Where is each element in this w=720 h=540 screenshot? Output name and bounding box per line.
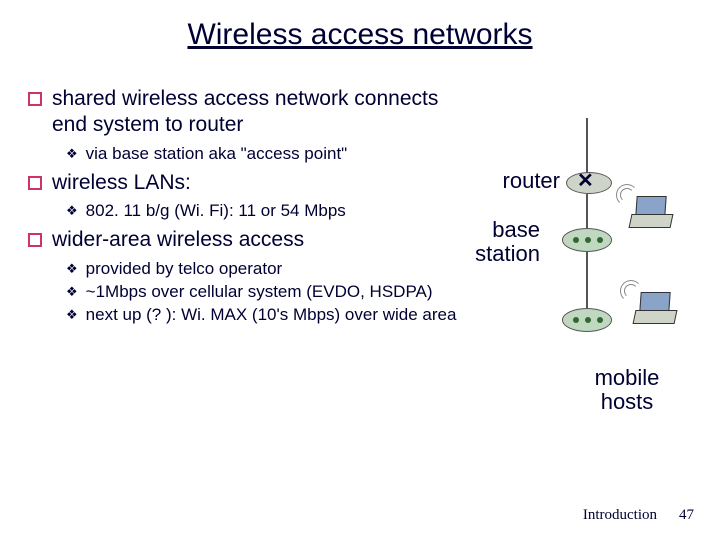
content-area: shared wireless access network connects … — [28, 86, 458, 327]
wire-icon — [586, 194, 588, 230]
base-station-label: base station — [440, 218, 540, 266]
footer-page-number: 47 — [679, 507, 694, 524]
bullet-wider: wider-area wireless access — [28, 227, 458, 253]
wire-icon — [586, 118, 588, 174]
laptop-icon — [634, 292, 676, 326]
sub-bullet-text: next up (? ): Wi. MAX (10's Mbps) over w… — [86, 304, 457, 325]
slide-title: Wireless access networks — [0, 0, 720, 60]
square-bullet-icon — [28, 92, 42, 106]
bullet-wlan: wireless LANs: — [28, 170, 458, 196]
sub-bullet: ❖ next up (? ): Wi. MAX (10's Mbps) over… — [66, 304, 458, 325]
laptop-icon — [630, 196, 672, 230]
diamond-bullet-icon: ❖ — [66, 146, 78, 162]
radio-wave-icon — [620, 280, 642, 302]
bullet-wlan-text: wireless LANs: — [52, 170, 191, 196]
access-point-icon — [562, 228, 612, 252]
wire-icon — [586, 252, 588, 310]
square-bullet-icon — [28, 233, 42, 247]
mobile-hosts-label: mobile hosts — [572, 366, 682, 414]
diamond-bullet-icon: ❖ — [66, 307, 78, 323]
sub-bullet-text: provided by telco operator — [86, 258, 283, 279]
bullet-shared-text: shared wireless access network connects … — [52, 86, 458, 139]
diamond-bullet-icon: ❖ — [66, 261, 78, 277]
sub-bullet-text: ~1Mbps over cellular system (EVDO, HSDPA… — [86, 281, 433, 302]
router-label: router — [464, 168, 560, 194]
sub-bullet: ❖ via base station aka "access point" — [66, 143, 458, 164]
sub-bullet-text: 802. 11 b/g (Wi. Fi): 11 or 54 Mbps — [86, 200, 346, 221]
diamond-bullet-icon: ❖ — [66, 284, 78, 300]
bullet-wider-text: wider-area wireless access — [52, 227, 304, 253]
slide-footer: Introduction 47 — [583, 507, 694, 524]
network-diagram: router base station mobile hosts ✕ — [460, 110, 710, 470]
bullet-shared: shared wireless access network connects … — [28, 86, 458, 139]
diamond-bullet-icon: ❖ — [66, 203, 78, 219]
radio-wave-icon — [616, 184, 638, 206]
sub-bullet: ❖ 802. 11 b/g (Wi. Fi): 11 or 54 Mbps — [66, 200, 458, 221]
sub-bullet: ❖ ~1Mbps over cellular system (EVDO, HSD… — [66, 281, 458, 302]
router-x-icon: ✕ — [577, 168, 594, 193]
access-point-icon — [562, 308, 612, 332]
square-bullet-icon — [28, 176, 42, 190]
footer-section: Introduction — [583, 507, 657, 524]
sub-bullet-text: via base station aka "access point" — [86, 143, 348, 164]
sub-bullet: ❖ provided by telco operator — [66, 258, 458, 279]
